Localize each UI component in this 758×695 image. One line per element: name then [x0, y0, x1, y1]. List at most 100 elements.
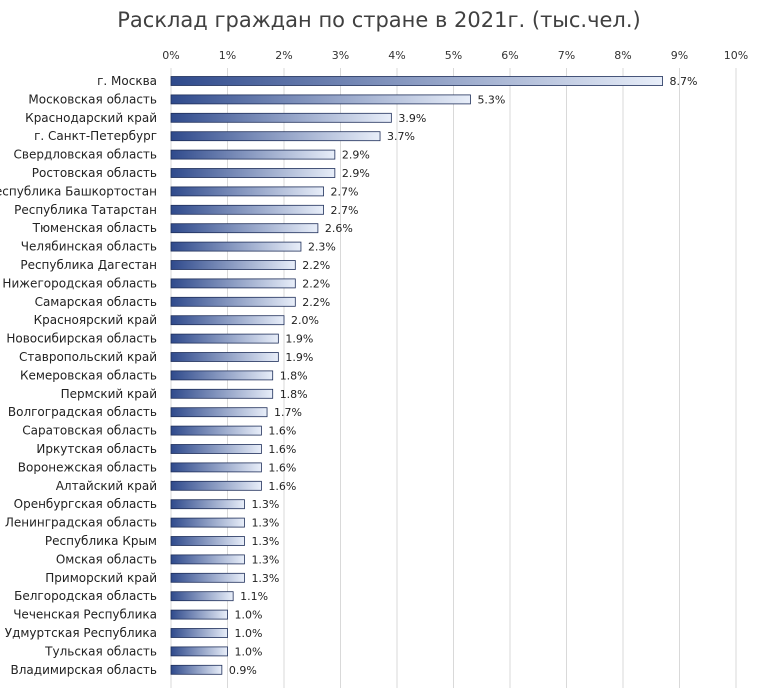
bar: [170, 517, 245, 528]
data-label: 3.7%: [387, 130, 415, 143]
category-labels: г. Москва Московская область Краснодарский…: [0, 74, 157, 677]
data-label: 3.9%: [398, 112, 426, 125]
bar: [170, 260, 296, 270]
bar: [170, 278, 296, 289]
x-tick-label: 5%: [445, 49, 462, 62]
bar: [170, 480, 262, 491]
bar: [170, 444, 262, 454]
data-label: 2.6%: [325, 222, 353, 235]
bar: [170, 296, 296, 307]
category-label: Свердловская область: [14, 148, 158, 162]
data-label: 2.3%: [308, 241, 336, 254]
bars: [170, 76, 663, 675]
data-label: 2.2%: [302, 296, 330, 309]
bar: [170, 241, 302, 252]
category-label: Чеченская Республика: [13, 608, 157, 622]
data-label: 1.6%: [268, 461, 296, 474]
data-label: 1.6%: [268, 425, 296, 438]
bar: [170, 591, 234, 602]
category-label: Пермский край: [61, 387, 157, 401]
category-label: Алтайский край: [56, 479, 157, 493]
x-tick-label: 9%: [671, 49, 688, 62]
data-label: 0.9%: [229, 664, 257, 677]
data-label: 1.0%: [235, 645, 263, 658]
data-label: 1.3%: [251, 517, 279, 530]
bar: [170, 76, 663, 86]
data-label: 1.9%: [285, 333, 313, 346]
data-label: 2.7%: [331, 185, 359, 198]
bar: [170, 223, 319, 234]
bar: [170, 609, 228, 620]
x-axis-ticks: 0% 1% 2% 3% 4% 5% 6% 7% 8% 9% 10%: [162, 49, 748, 62]
bar: [170, 536, 245, 546]
data-label: 2.0%: [291, 314, 319, 327]
bar: [170, 664, 223, 675]
data-label: 2.9%: [342, 149, 370, 162]
bar: [170, 131, 381, 142]
x-tick-label: 0%: [162, 49, 179, 62]
data-label: 1.7%: [274, 406, 302, 419]
data-label: 2.2%: [302, 259, 330, 272]
x-tick-label: 8%: [614, 49, 631, 62]
data-label: 1.6%: [268, 443, 296, 456]
x-tick-label: 3%: [332, 49, 349, 62]
category-label: Новосибирская область: [6, 332, 157, 346]
category-label: Тульская область: [44, 644, 157, 658]
data-labels: 8.7% 5.3% 3.9% 3.7% 2.9% 2.9% 2.7% 2.7% 2.6% 2.3%…: [229, 75, 698, 677]
bar: [170, 94, 471, 105]
bar: [170, 352, 279, 362]
category-label: г. Москва: [97, 74, 157, 88]
category-label: Волгоградская область: [8, 405, 157, 419]
bar: [170, 646, 228, 657]
bar: [170, 407, 268, 418]
bar: [170, 572, 245, 583]
category-label: Оренбургская область: [14, 497, 157, 511]
data-label: 1.0%: [235, 609, 263, 622]
data-label: 2.7%: [331, 204, 359, 217]
data-label: 8.7%: [670, 75, 698, 88]
x-tick-label: 7%: [558, 49, 575, 62]
bar: [170, 112, 392, 123]
category-label: Ставропольский край: [19, 350, 157, 364]
category-label: Ростовская область: [32, 166, 157, 180]
bar: [170, 554, 245, 565]
data-label: 1.0%: [235, 627, 263, 640]
bar: [170, 425, 262, 436]
bar: [170, 628, 228, 638]
data-label: 1.8%: [280, 369, 308, 382]
category-label: Саратовская область: [22, 424, 157, 438]
category-label: Кемеровская область: [20, 368, 157, 382]
x-tick-label: 4%: [388, 49, 405, 62]
category-label: Ленинградская область: [5, 516, 157, 530]
category-label: Краснодарский край: [25, 111, 157, 125]
bar: [170, 315, 285, 326]
bar: [170, 388, 274, 399]
data-label: 1.8%: [280, 388, 308, 401]
bar: [170, 168, 336, 178]
category-label: г. Санкт-Петербург: [34, 129, 157, 143]
bar: [170, 499, 245, 510]
category-label: Иркутская область: [36, 442, 157, 456]
data-label: 1.3%: [251, 572, 279, 585]
category-label: Приморский край: [45, 571, 157, 585]
bar: [170, 333, 279, 344]
bar: [170, 149, 336, 160]
category-label: Самарская область: [35, 295, 157, 309]
category-label: Омская область: [56, 552, 157, 566]
category-label: Республика Крым: [45, 534, 157, 548]
x-tick-label: 2%: [275, 49, 292, 62]
category-label: Челябинская область: [21, 240, 157, 254]
data-label: 1.1%: [240, 590, 268, 603]
category-label: Красноярский край: [34, 313, 157, 327]
data-label: 1.9%: [285, 351, 313, 364]
bar: [170, 462, 262, 473]
data-label: 1.3%: [251, 498, 279, 511]
bar: [170, 186, 324, 197]
category-label: Республика Башкортостан: [0, 184, 157, 198]
data-label: 2.9%: [342, 167, 370, 180]
data-label: 2.2%: [302, 277, 330, 290]
data-label: 5.3%: [477, 93, 505, 106]
category-label: Белгородская область: [14, 589, 157, 603]
category-label: Тюменская область: [32, 221, 157, 235]
category-label: Воронежская область: [18, 460, 157, 474]
